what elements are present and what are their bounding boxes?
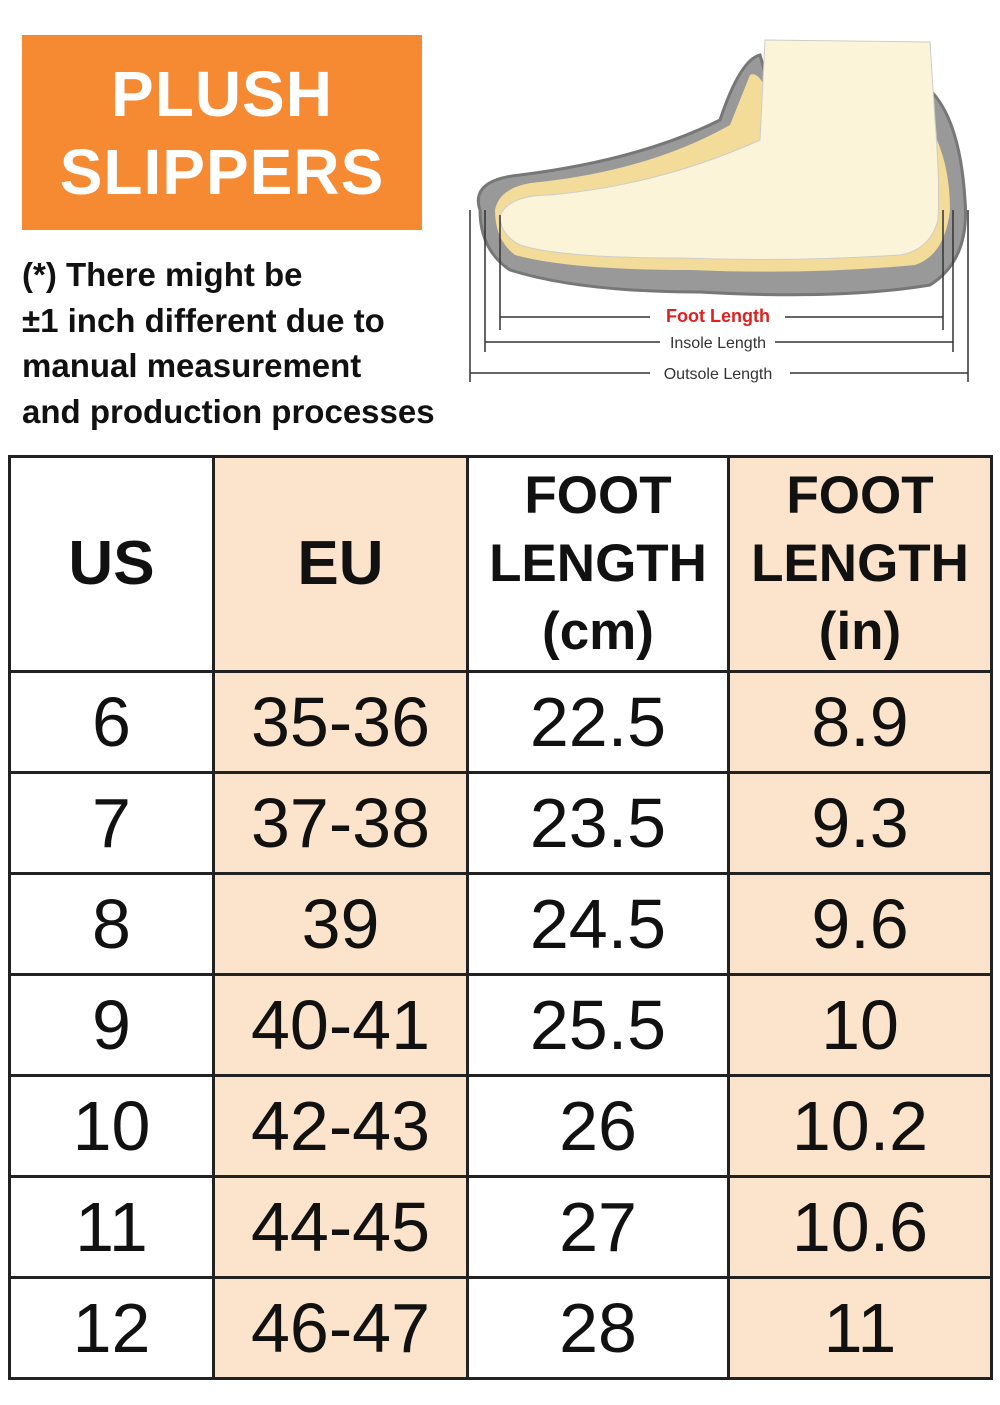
note: (*) There might be ±1 inch different due… (22, 252, 435, 434)
table-row: 11 44-45 27 10.6 (8, 1175, 993, 1279)
table-cell: 11 (8, 1175, 215, 1279)
header-line: (in) (818, 602, 902, 661)
note-line: ±1 inch different due to (22, 301, 385, 339)
table-cell: 11 (727, 1276, 993, 1380)
table-cell: 10 (727, 973, 993, 1077)
table-cell: 35-36 (212, 670, 469, 774)
table-cell: 9 (8, 973, 215, 1077)
header-line: LENGTH (751, 534, 969, 593)
header-line: (cm) (542, 602, 654, 661)
header-row: US EU FOOT LENGTH (cm) FOOT LENGTH (in) (8, 455, 993, 673)
table-cell: 28 (466, 1276, 730, 1380)
table-cell: 23.5 (466, 771, 730, 875)
header-cell: FOOT LENGTH (cm) (466, 455, 730, 673)
table-cell: 44-45 (212, 1175, 469, 1279)
diagram-label: Foot Length (666, 306, 770, 326)
table-body: 6 35-36 22.5 8.9 7 37-38 23.5 9.3 8 39 24.5 9.6 9 40-… (8, 670, 993, 1380)
table-row: 7 37-38 23.5 9.3 (8, 771, 993, 875)
header-line: LENGTH (489, 534, 707, 593)
header-line: EU (297, 529, 384, 598)
table-cell: 25.5 (466, 973, 730, 1077)
header-cell: US (8, 455, 215, 673)
foot-diagram: Foot Length Insole Length Outsole Length (469, 39, 969, 383)
table-cell: 46-47 (212, 1276, 469, 1380)
diagram-label: Outsole Length (664, 366, 773, 383)
table-row: 8 39 24.5 9.6 (8, 872, 993, 976)
diagram-label: Insole Length (670, 335, 766, 352)
table-cell: 8 (8, 872, 215, 976)
table-cell: 37-38 (212, 771, 469, 875)
table-row: 6 35-36 22.5 8.9 (8, 670, 993, 774)
table-cell: 10 (8, 1074, 215, 1178)
note-line: manual measurement (22, 347, 362, 384)
table-cell: 24.5 (466, 872, 730, 976)
table-cell: 10.6 (727, 1175, 993, 1279)
table-row: 10 42-43 26 10.2 (8, 1074, 993, 1178)
table-cell: 9.6 (727, 872, 993, 976)
table-cell: 39 (212, 872, 469, 976)
measure-lines (469, 210, 969, 382)
title-line: PLUSH (111, 57, 333, 130)
title-line: SLIPPERS (59, 135, 385, 208)
header-cell: EU (212, 455, 469, 673)
table-cell: 8.9 (727, 670, 993, 774)
table-cell: 42-43 (212, 1074, 469, 1178)
table-cell: 10.2 (727, 1074, 993, 1178)
table-row: 12 46-47 28 11 (8, 1276, 993, 1380)
table-cell: 22.5 (466, 670, 730, 774)
note-line: (*) There might be (22, 256, 303, 293)
table-cell: 27 (466, 1175, 730, 1279)
table-row: 9 40-41 25.5 10 (8, 973, 993, 1077)
header-cell: FOOT LENGTH (in) (727, 455, 993, 673)
table-cell: 40-41 (212, 973, 469, 1077)
title-badge: PLUSH SLIPPERS (22, 35, 422, 230)
header-line: FOOT (786, 466, 934, 525)
table-cell: 6 (8, 670, 215, 774)
table-cell: 12 (8, 1276, 215, 1380)
note-line: and production processes (22, 392, 435, 430)
size-table: US EU FOOT LENGTH (cm) FOOT LENGTH (in) 6 35-36 2… (8, 455, 993, 1380)
header-line: US (68, 529, 155, 598)
table-cell: 7 (8, 771, 215, 875)
foot (499, 39, 940, 260)
header-line: FOOT (524, 466, 672, 525)
table-cell: 9.3 (727, 771, 993, 875)
table-cell: 26 (466, 1074, 730, 1178)
